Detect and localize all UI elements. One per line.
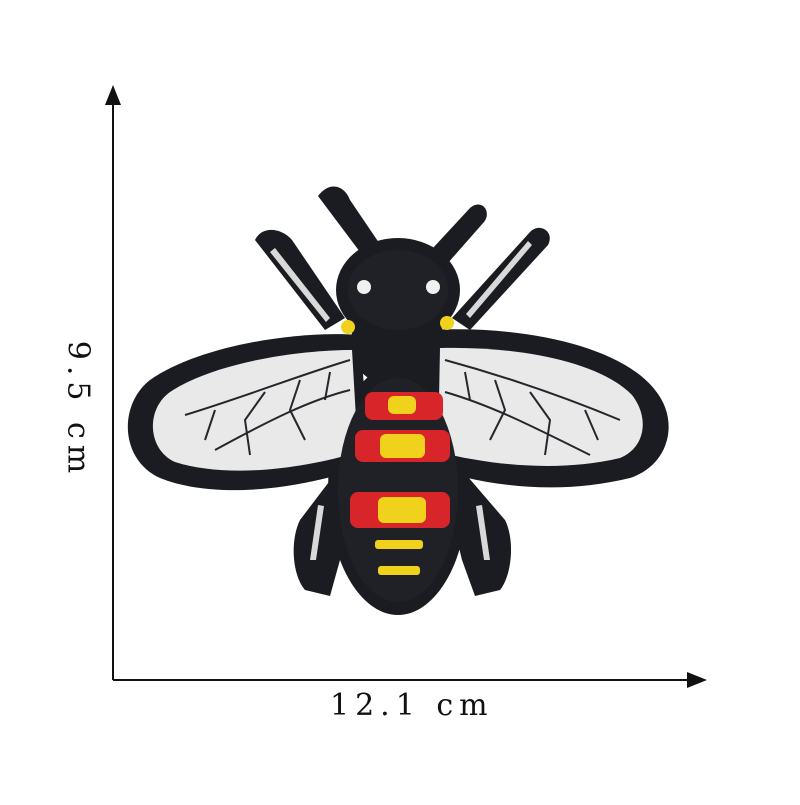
left-wing-veins [184, 359, 351, 456]
bee-abdomen [338, 378, 458, 602]
bee-head [341, 250, 454, 334]
right-wing-veins [444, 359, 621, 456]
wings [152, 347, 643, 471]
height-dimension-label: 9.5 cm [60, 340, 96, 480]
stripe-yellow-2 [378, 566, 420, 575]
left-eye [357, 280, 371, 294]
width-dimension-label: 12.1 cm [330, 688, 494, 723]
leg-highlights [270, 241, 532, 560]
stripe-yellow-1 [375, 540, 423, 549]
right-eye [426, 280, 440, 294]
left-wing [152, 350, 358, 471]
